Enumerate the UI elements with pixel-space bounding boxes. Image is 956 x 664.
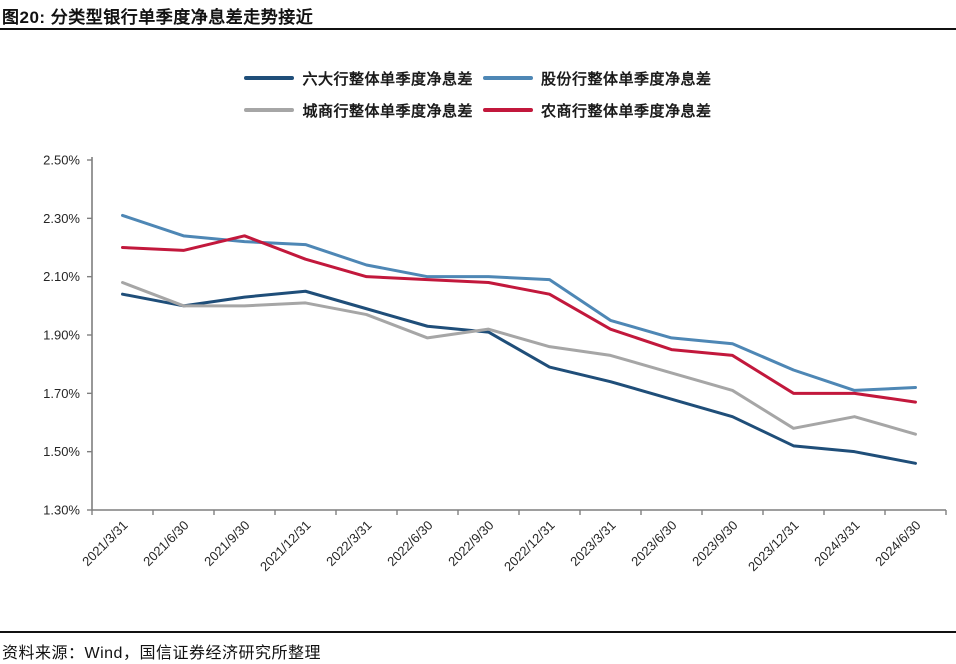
x-tick-label: 2021/9/30	[201, 518, 253, 570]
y-tick-label: 2.10%	[43, 269, 80, 284]
x-tick-label: 2021/12/31	[257, 518, 314, 575]
legend-line-swatch	[483, 108, 533, 112]
line-series-3	[121, 234, 917, 404]
x-tick-label: 2023/6/30	[628, 518, 680, 570]
x-tick-label: 2022/9/30	[445, 518, 497, 570]
x-tick-label: 2021/3/31	[79, 518, 131, 570]
chart-legend: 六大行整体单季度净息差 股份行整体单季度净息差 城商行整体单季度净息差 农商行整体单…	[0, 62, 956, 126]
y-tick-label: 2.50%	[43, 153, 80, 168]
legend-label: 农商行整体单季度净息差	[541, 102, 712, 120]
y-tick-label: 1.30%	[43, 503, 80, 518]
legend-row-1: 六大行整体单季度净息差 股份行整体单季度净息差	[0, 62, 956, 94]
x-tick-label: 2022/12/31	[501, 518, 558, 575]
legend-line-swatch	[244, 76, 295, 80]
y-tick-label: 1.50%	[43, 444, 80, 459]
legend-label: 六大行整体单季度净息差	[302, 70, 473, 88]
line-series-0	[121, 289, 917, 465]
x-axis-ticks	[91, 510, 947, 515]
legend-item-series-1: 股份行整体单季度净息差	[483, 68, 712, 89]
x-tick-label: 2022/6/30	[384, 518, 436, 570]
figure-header: 图20: 分类型银行单季度净息差走势接近	[0, 0, 956, 30]
line-series-2	[121, 281, 917, 436]
line-series-1	[121, 213, 917, 392]
x-tick-label: 2023/3/31	[567, 518, 619, 570]
x-axis-labels: 2021/3/31 2021/6/30 2021/9/30 2021/12/31 202…	[79, 518, 924, 575]
series-lines	[121, 213, 917, 465]
legend-line-swatch	[244, 108, 295, 112]
x-tick-label: 2023/12/31	[745, 518, 802, 575]
axes	[91, 157, 946, 511]
y-tick-label: 1.70%	[43, 386, 80, 401]
y-axis-ticks: 2.50% 2.30% 2.10% 1.90% 1.70% 1.50% 1.30%	[43, 153, 92, 518]
x-tick-label: 2024/6/30	[872, 518, 924, 570]
x-tick-label: 2023/9/30	[689, 518, 741, 570]
legend-row-2: 城商行整体单季度净息差 农商行整体单季度净息差	[0, 94, 956, 126]
figure-footer: 资料来源：Wind，国信证券经济研究所整理	[0, 631, 956, 664]
x-tick-label: 2022/3/31	[323, 518, 375, 570]
nim-line-chart: 2.50%2.30%2.10%1.90%1.70%1.50%1.30%2021/…	[43, 153, 947, 575]
legend-label: 股份行整体单季度净息差	[541, 70, 712, 88]
figure-title: 图20: 分类型银行单季度净息差走势接近	[2, 8, 314, 27]
legend-item-series-0: 六大行整体单季度净息差	[244, 68, 473, 89]
legend-item-series-2: 城商行整体单季度净息差	[244, 100, 473, 121]
legend-item-series-3: 农商行整体单季度净息差	[483, 100, 712, 121]
x-tick-label: 2021/6/30	[140, 518, 192, 570]
legend-line-swatch	[483, 76, 533, 80]
y-tick-label: 1.90%	[43, 328, 80, 343]
source-note: 资料来源：Wind，国信证券经济研究所整理	[2, 645, 321, 662]
y-tick-label: 2.30%	[43, 211, 80, 226]
legend-label: 城商行整体单季度净息差	[302, 102, 473, 120]
x-tick-label: 2024/3/31	[811, 518, 863, 570]
